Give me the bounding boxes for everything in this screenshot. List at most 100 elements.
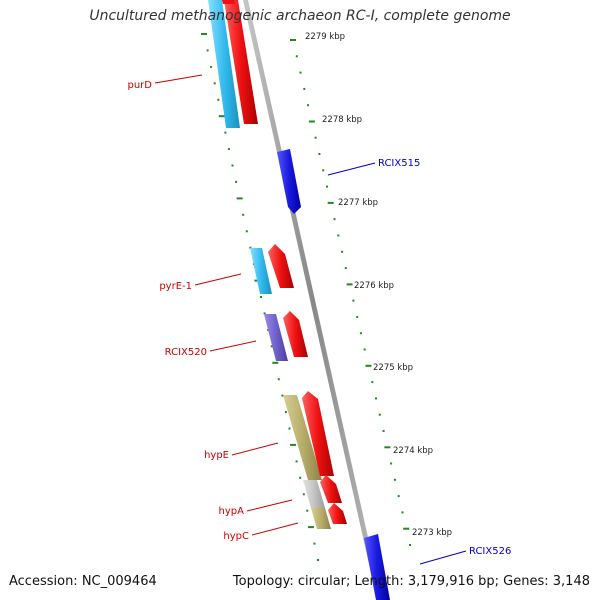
inner-tick-mark [245,230,248,233]
inner-tick-mark [231,164,234,167]
outer-tick-mark [371,381,374,384]
scale-label: 2278 kbp [322,115,362,125]
outer-tick-mark [356,315,359,318]
outer-tick-mark [326,185,328,188]
RCIX515-cds [277,149,301,214]
inner-tick-mark [302,493,305,496]
hypA-cog-block [303,480,325,508]
hypC-cog-block [311,508,331,529]
outer-tick-mark [344,267,347,270]
inner-tick-mark [213,82,216,85]
inner-tick-mark [317,559,319,561]
scale-label: 2276 kbp [354,281,394,291]
hypA-leader [246,499,293,512]
scale-label: 2275 kbp [373,363,413,373]
outer-tick-mark [333,218,336,221]
outer-tick-mark [384,446,391,449]
RCIX515-leader [327,162,376,176]
inner-tick-mark [270,345,273,348]
inner-tick-mark [210,65,213,68]
outer-tick-mark [337,234,340,237]
inner-tick-mark [299,476,302,479]
hypA-cds [320,475,342,503]
inner-tick-mark [260,296,262,298]
inner-tick-mark [218,115,225,118]
outer-tick-mark [393,478,396,481]
map-title: Uncultured methanogenic archaeon RC-I, c… [89,8,511,24]
scale-label: 2274 kbp [393,446,433,456]
purD-cds [224,0,258,124]
inner-tick-mark [217,98,220,101]
outer-tick-mark [327,201,334,204]
inner-tick-mark [227,148,230,151]
inner-tick-mark [272,361,279,364]
hypE-leader [231,442,279,456]
inner-tick-mark [313,542,316,545]
inner-tick-mark [242,213,245,216]
genome-backbone [243,0,382,600]
scale-label: 2279 kbp [305,32,345,42]
gene-label-pyrE-1: pyrE-1 [159,281,192,292]
gene-label-RCIX526: RCIX526 [469,546,511,557]
pyrE-1-leader [194,273,242,286]
partial-cds-top [222,0,235,4]
gene-label-RCIX515: RCIX515 [378,158,420,169]
inner-tick-mark [295,460,298,463]
inner-tick-mark [284,411,287,414]
outer-tick-mark [409,544,411,546]
RCIX520-cds [283,311,308,357]
inner-tick-mark [288,427,291,430]
gene-label-hypE: hypE [204,450,229,461]
inner-tick-mark [263,312,266,315]
purD-cog-block [208,0,240,128]
gene-label-RCIX520: RCIX520 [165,347,207,358]
outer-tick-mark [308,120,315,123]
outer-tick-mark [363,348,366,351]
purD-leader [154,74,203,84]
hypE-cds [302,391,334,476]
scale-label: 2277 kbp [338,198,378,208]
pyrE-1-cog-block [250,248,272,294]
outer-tick-mark [397,495,400,498]
outer-tick-mark [303,87,306,90]
outer-tick-mark [299,71,302,74]
hypC-cds [328,503,347,524]
RCIX526-leader [419,550,467,565]
gene-label-hypA: hypA [219,506,245,517]
gene-label-hypC: hypC [223,531,249,542]
inner-tick-mark [307,526,314,529]
outer-tick-mark [390,462,393,465]
inner-tick-mark [290,443,297,446]
inner-tick-mark [277,378,280,381]
outer-tick-ring [290,39,411,546]
inner-tick-mark [281,394,284,397]
label-leader-lines [154,74,467,565]
inner-tick-mark [249,246,252,249]
inner-tick-ring [201,33,319,561]
RCIX526-cds [364,534,390,600]
outer-tick-mark [341,250,344,253]
inner-tick-mark [224,131,227,134]
scale-label: 2273 kbp [412,528,452,538]
outer-tick-mark [322,169,325,172]
outer-tick-mark [401,511,404,514]
outer-tick-mark [378,413,381,416]
inner-tick-mark [201,33,207,35]
outer-tick-mark [307,104,310,107]
genome-summary-text: Topology: circular; Length: 3,179,916 bp… [232,574,590,589]
RCIX520-cog-block [264,314,288,361]
outer-tick-mark [365,364,372,367]
outer-tick-mark [314,136,317,139]
inner-tick-mark [206,49,209,52]
outer-tick-mark [346,283,353,286]
hypC-leader [251,522,299,536]
outer-tick-mark [290,39,296,41]
pyrE-1-cds [268,244,294,288]
outer-tick-mark [318,153,321,155]
inner-tick-mark [236,197,243,200]
outer-tick-mark [359,332,362,335]
outer-tick-mark [403,527,410,530]
gene-label-purD: purD [128,80,153,91]
outer-tick-mark [295,55,298,58]
